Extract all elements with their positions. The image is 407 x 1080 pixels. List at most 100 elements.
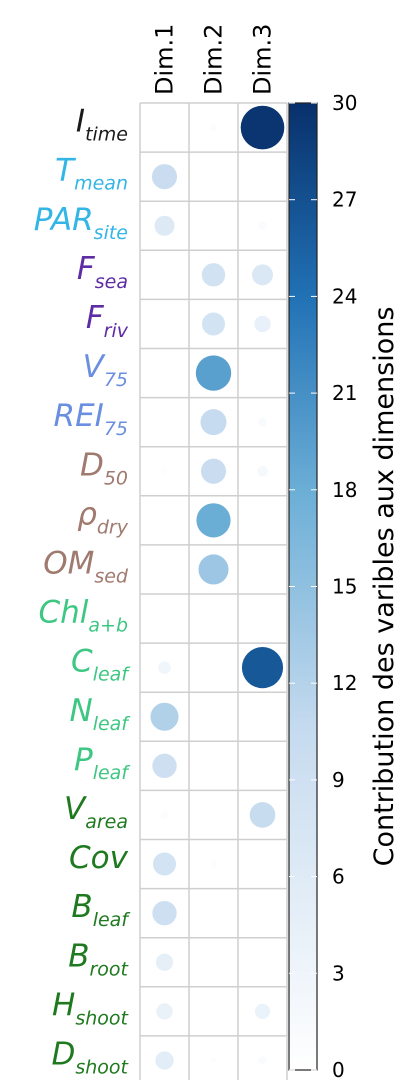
contribution-circle	[260, 714, 265, 719]
contribution-circle	[261, 911, 264, 915]
contribution-circle	[261, 960, 264, 964]
row-label: Tmean	[55, 153, 128, 195]
contribution-circle	[163, 617, 166, 620]
contribution-circle	[150, 702, 179, 731]
contribution-circle	[258, 1056, 267, 1065]
contribution-circle	[212, 617, 215, 620]
contribution-circle	[258, 417, 267, 427]
contribution-circle	[155, 1051, 174, 1070]
contribution-circle	[152, 900, 177, 926]
column-label: Dim.1	[151, 24, 179, 95]
contribution-circle	[260, 174, 265, 179]
contribution-circle	[201, 312, 226, 336]
contribution-circle	[151, 164, 178, 190]
colorbar-tick-label: 9	[332, 768, 345, 792]
colorbar: 0 3 6 9 12 15 18 21 24 27 30 Contribution des varib…	[288, 91, 400, 1080]
column-labels: Dim.1 Dim.2 Dim.3	[151, 24, 277, 95]
colorbar-tick-label: 21	[332, 381, 357, 405]
contribution-circle	[261, 764, 264, 768]
contribution-circle	[155, 953, 174, 971]
row-label: Hshoot	[52, 987, 130, 1029]
contribution-circle	[252, 264, 273, 286]
contribution-circle	[198, 554, 229, 585]
row-label: PARsite	[34, 202, 128, 244]
contribution-circle	[195, 355, 232, 391]
row-label: Cleaf	[71, 644, 131, 686]
contribution-circle	[254, 315, 271, 333]
grid	[139, 102, 288, 1080]
row-label: V75	[83, 349, 128, 391]
contribution-circle	[260, 371, 265, 375]
contribution-circle	[163, 568, 166, 571]
contribution-circle	[196, 503, 231, 538]
contribution-circle	[161, 468, 168, 475]
contribution-circle	[210, 860, 217, 868]
colorbar-tick-label: 3	[332, 961, 345, 985]
contribution-circle	[211, 911, 216, 915]
colorbar-label: Contribution des varibles aux dimensions	[369, 307, 400, 867]
contribution-circle	[212, 666, 215, 669]
contribution-circle	[212, 175, 215, 178]
colorbar-tick-label: 18	[332, 478, 357, 502]
row-label: Nleaf	[69, 693, 131, 735]
contribution-circle	[211, 763, 216, 769]
contribution-circle	[212, 715, 215, 719]
colorbar-tick-label: 0	[332, 1058, 345, 1080]
contribution-circle	[254, 1003, 271, 1019]
column-label: Dim.3	[249, 24, 277, 95]
contribution-circle	[209, 123, 218, 132]
contribution-circle	[152, 852, 177, 876]
contribution-circles	[150, 105, 285, 1070]
row-label: Pleaf	[74, 742, 131, 784]
row-label: Cov	[69, 840, 129, 876]
contribution-circle	[163, 420, 166, 424]
row-label: Varea	[64, 791, 128, 833]
contribution-circle	[260, 518, 265, 523]
contribution-circle	[158, 661, 171, 675]
contribution-circle	[212, 224, 215, 227]
contribution-circle	[162, 125, 167, 130]
row-label: Broot	[68, 938, 129, 980]
contribution-circle	[257, 465, 268, 477]
row-labels: Itime Tmean PARsite Fsea Friv V75 REI75 D50 ρdry…	[34, 104, 132, 1079]
colorbar-tick-label: 30	[332, 91, 357, 115]
contribution-circle	[212, 1010, 215, 1013]
row-label: Fsea	[77, 251, 128, 293]
contribution-circle	[200, 458, 227, 484]
row-label: Chla+b	[38, 595, 128, 637]
contribution-circle	[240, 105, 285, 150]
contribution-circle	[162, 518, 167, 523]
contribution-circle	[163, 371, 166, 375]
contribution-circle	[163, 273, 166, 277]
colorbar-tick-label: 27	[332, 188, 357, 212]
contribution-circle	[261, 617, 264, 620]
colorbar-tick-label: 15	[332, 575, 357, 599]
row-label: D50	[80, 447, 128, 489]
contribution-circle	[210, 1057, 217, 1064]
contribution-circle	[211, 813, 216, 817]
contribution-circle	[163, 322, 166, 326]
row-label: REI75	[54, 398, 128, 440]
contribution-circle	[212, 960, 215, 964]
contribution-circle	[156, 1003, 173, 1020]
contribution-circle	[241, 647, 284, 689]
row-label: Bleaf	[71, 889, 131, 931]
contribution-circle	[200, 409, 227, 436]
row-label: ρdry	[77, 496, 129, 538]
colorbar-tick-label: 6	[332, 865, 345, 889]
contribution-circle	[160, 810, 169, 819]
contribution-circle	[258, 221, 267, 230]
contribution-circle	[249, 802, 276, 828]
row-label: OMsed	[43, 545, 129, 587]
colorbar-tick-label: 12	[332, 671, 357, 695]
colorbar-tick-label: 24	[332, 284, 357, 308]
row-label: Itime	[76, 104, 128, 146]
contribution-circle	[201, 263, 226, 287]
row-label: Friv	[86, 300, 129, 342]
column-label: Dim.2	[200, 24, 228, 95]
contribution-circle	[152, 753, 177, 779]
row-label: Dshoot	[51, 1036, 129, 1078]
contribution-circle	[154, 215, 175, 236]
contribution-circle	[260, 567, 265, 572]
